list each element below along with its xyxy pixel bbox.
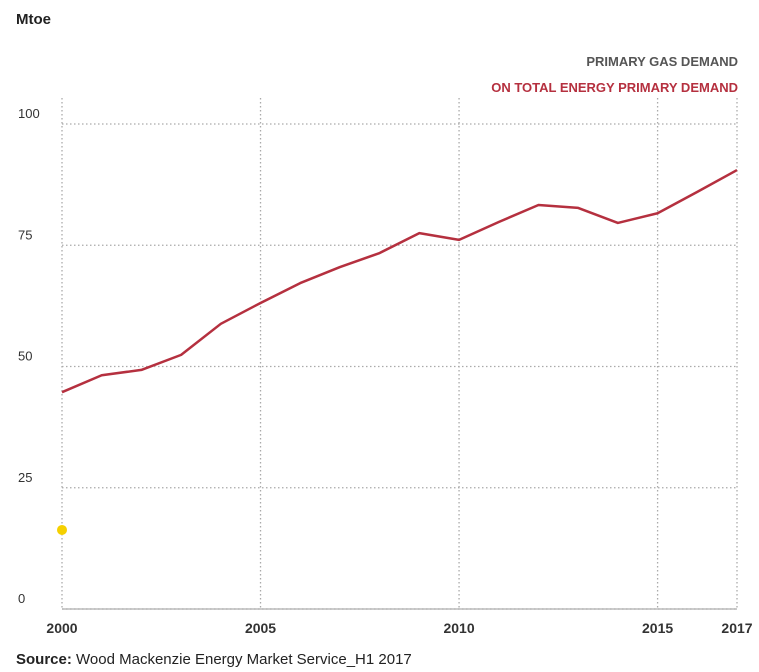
x-tick-label: 2017 [721, 620, 752, 636]
x-tick-label: 2005 [245, 620, 276, 636]
y-tick-label: 100 [18, 106, 40, 121]
chart-title: PRIMARY GAS DEMAND [586, 54, 738, 69]
source: Source: Wood Mackenzie Energy Market Ser… [16, 651, 412, 668]
source-label: Source: [16, 651, 72, 668]
y-tick-label: 50 [18, 349, 32, 364]
x-tick-label: 2010 [443, 620, 474, 636]
y-tick-label: 0 [18, 591, 25, 606]
x-tick-label: 2015 [642, 620, 673, 636]
data-line [61, 168, 738, 394]
x-tick-label: 2000 [46, 620, 77, 636]
data-point [57, 524, 67, 535]
source-text: Wood Mackenzie Energy Market Service_H1 … [76, 651, 412, 668]
y-axis-label: Mtoe [16, 11, 51, 28]
chart-subtitle: ON TOTAL ENERGY PRIMARY DEMAND [491, 80, 738, 95]
y-tick-label: 25 [18, 470, 32, 485]
y-tick-label: 75 [18, 227, 32, 242]
